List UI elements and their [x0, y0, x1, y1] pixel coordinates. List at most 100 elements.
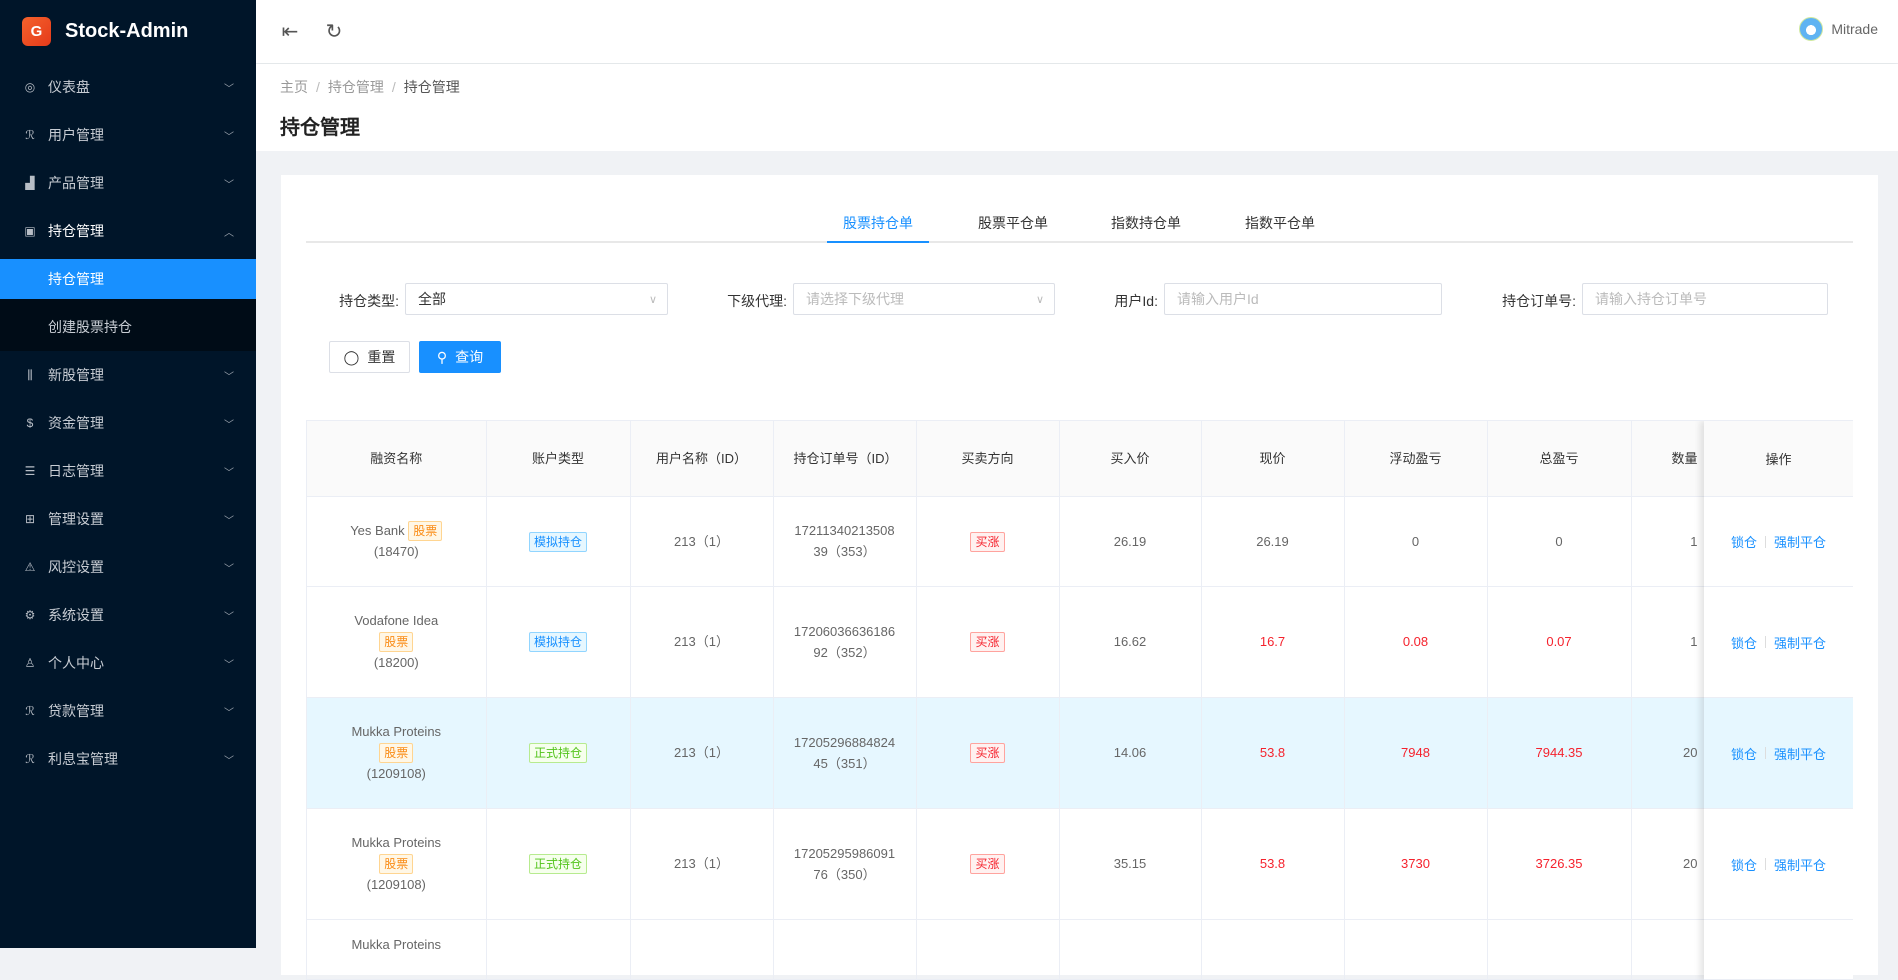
order-number: 17211340213508: [794, 523, 894, 538]
agent-select-placeholder: 请选择下级代理: [806, 289, 904, 309]
sidebar-item-0[interactable]: ◎仪表盘﹀: [0, 63, 256, 111]
type-select[interactable]: 全部∨: [405, 283, 668, 315]
force-close-link[interactable]: 强制平仓: [1774, 532, 1826, 551]
tab-index-positions[interactable]: 指数持仓单: [1111, 213, 1181, 233]
floating-pl: 7948: [1344, 697, 1487, 808]
dashboard-icon: ◎: [22, 80, 38, 94]
order-id: 39（353）: [813, 544, 875, 559]
interest-icon: ℛ: [22, 752, 38, 766]
submenu-item-0[interactable]: 持仓管理: [0, 259, 256, 299]
column-header: 总盈亏: [1487, 421, 1631, 496]
order-input[interactable]: 请输入持仓订单号: [1582, 283, 1828, 315]
sidebar-item-label: 风控设置: [48, 557, 224, 577]
userid-input[interactable]: 请输入用户Id: [1164, 283, 1442, 315]
logo-icon: G: [22, 17, 51, 46]
column-header: 数量: [1631, 421, 1704, 496]
total-pl: 3726.35: [1487, 808, 1631, 919]
lock-link[interactable]: 锁仓: [1731, 633, 1757, 652]
userid-placeholder: 请输入用户Id: [1177, 289, 1259, 309]
actions-cell: [1704, 920, 1853, 980]
order-cell: 17211340213508 39（353）: [773, 496, 916, 586]
direction-tag: 买涨: [970, 854, 1004, 874]
sidebar-item-3[interactable]: ▣持仓管理︿: [0, 207, 256, 255]
sidebar-item-label: 持仓管理: [48, 221, 224, 241]
sidebar-item-5[interactable]: $资金管理﹀: [0, 399, 256, 447]
reset-button[interactable]: ◯重置: [329, 341, 410, 373]
force-close-link[interactable]: 强制平仓: [1774, 744, 1826, 763]
query-button[interactable]: ⚲查询: [419, 341, 501, 373]
log-icon: ☰: [22, 464, 38, 478]
sidebar-item-7[interactable]: ⊞管理设置﹀: [0, 495, 256, 543]
sidebar-item-label: 资金管理: [48, 413, 224, 433]
force-close-link[interactable]: 强制平仓: [1774, 633, 1826, 652]
sidebar-item-4[interactable]: ⫼新股管理﹀: [0, 351, 256, 399]
account-type-tag: 正式持仓: [529, 743, 587, 763]
quantity: 20: [1631, 808, 1704, 919]
direction-tag: 买涨: [970, 632, 1004, 652]
column-header: 买入价: [1059, 421, 1201, 496]
logo[interactable]: G Stock-Admin: [0, 0, 256, 63]
sidebar-item-label: 仪表盘: [48, 77, 224, 97]
chevron-down-icon: ﹀: [224, 704, 234, 719]
reset-label: 重置: [367, 347, 395, 367]
stock-tag: 股票: [379, 743, 413, 763]
account-type-tag: 模拟持仓: [529, 532, 587, 552]
tab-stock-positions[interactable]: 股票持仓单: [843, 213, 913, 233]
breadcrumb-current: 持仓管理: [404, 79, 460, 95]
breadcrumb-parent[interactable]: 持仓管理: [328, 79, 384, 95]
chevron-down-icon: ﹀: [224, 464, 234, 479]
actions-cell: 锁仓强制平仓: [1704, 698, 1853, 809]
agent-select[interactable]: 请选择下级代理 ∨: [793, 283, 1055, 315]
stock-code: (1209108): [367, 766, 426, 781]
person-icon: ♙: [22, 656, 38, 670]
quantity: 1: [1631, 496, 1704, 586]
buy-price: 35.15: [1059, 808, 1201, 919]
tab-active-indicator: [827, 241, 929, 243]
collapse-menu-icon[interactable]: ⇤: [278, 19, 302, 44]
stock-name: Yes Bank: [350, 523, 404, 538]
current-price: 53.8: [1201, 697, 1344, 808]
column-header: 现价: [1201, 421, 1344, 496]
tab-stock-closed[interactable]: 股票平仓单: [978, 213, 1048, 233]
sidebar-item-8[interactable]: ⚠风控设置﹀: [0, 543, 256, 591]
user-group-icon: ℛ: [22, 128, 38, 142]
username: Mitrade: [1831, 21, 1878, 37]
chevron-down-icon: ∨: [1036, 293, 1044, 306]
divider: [1765, 536, 1766, 548]
breadcrumb-home[interactable]: 主页: [280, 79, 308, 95]
submenu-item-1[interactable]: 创建股票持仓: [0, 303, 256, 351]
refresh-icon[interactable]: ↻: [322, 19, 346, 44]
sidebar-item-6[interactable]: ☰ 日志管理﹀: [0, 447, 256, 495]
sidebar-item-label: 日志管理: [48, 461, 224, 481]
lock-link[interactable]: 锁仓: [1731, 855, 1757, 874]
user-cell: 213（1）: [630, 697, 773, 808]
chevron-down-icon: ﹀: [224, 560, 234, 575]
sliders-icon: ⫼: [22, 368, 38, 383]
chevron-down-icon: ﹀: [224, 128, 234, 143]
sidebar-item-label: 新股管理: [48, 365, 224, 385]
sidebar-item-9[interactable]: ⚙系统设置﹀: [0, 591, 256, 639]
account-type-tag: 正式持仓: [529, 854, 587, 874]
agent-label: 下级代理:: [727, 291, 787, 311]
sidebar-item-10[interactable]: ♙个人中心﹀: [0, 639, 256, 687]
stock-code: (18470): [374, 544, 419, 559]
lock-link[interactable]: 锁仓: [1731, 744, 1757, 763]
search-icon: ⚲: [437, 349, 447, 366]
user-menu[interactable]: Mitrade: [1799, 17, 1878, 41]
userid-label: 用户Id:: [1114, 291, 1158, 311]
gear-icon: ⚙: [22, 608, 38, 622]
settings-box-icon: ⊞: [22, 512, 38, 526]
tab-index-closed[interactable]: 指数平仓单: [1245, 213, 1315, 233]
sidebar-item-2[interactable]: ▟产品管理﹀: [0, 159, 256, 207]
lock-link[interactable]: 锁仓: [1731, 532, 1757, 551]
force-close-link[interactable]: 强制平仓: [1774, 855, 1826, 874]
actions-cell: 锁仓强制平仓: [1704, 587, 1853, 698]
tabs: 股票持仓单 股票平仓单 指数持仓单 指数平仓单: [306, 203, 1853, 243]
